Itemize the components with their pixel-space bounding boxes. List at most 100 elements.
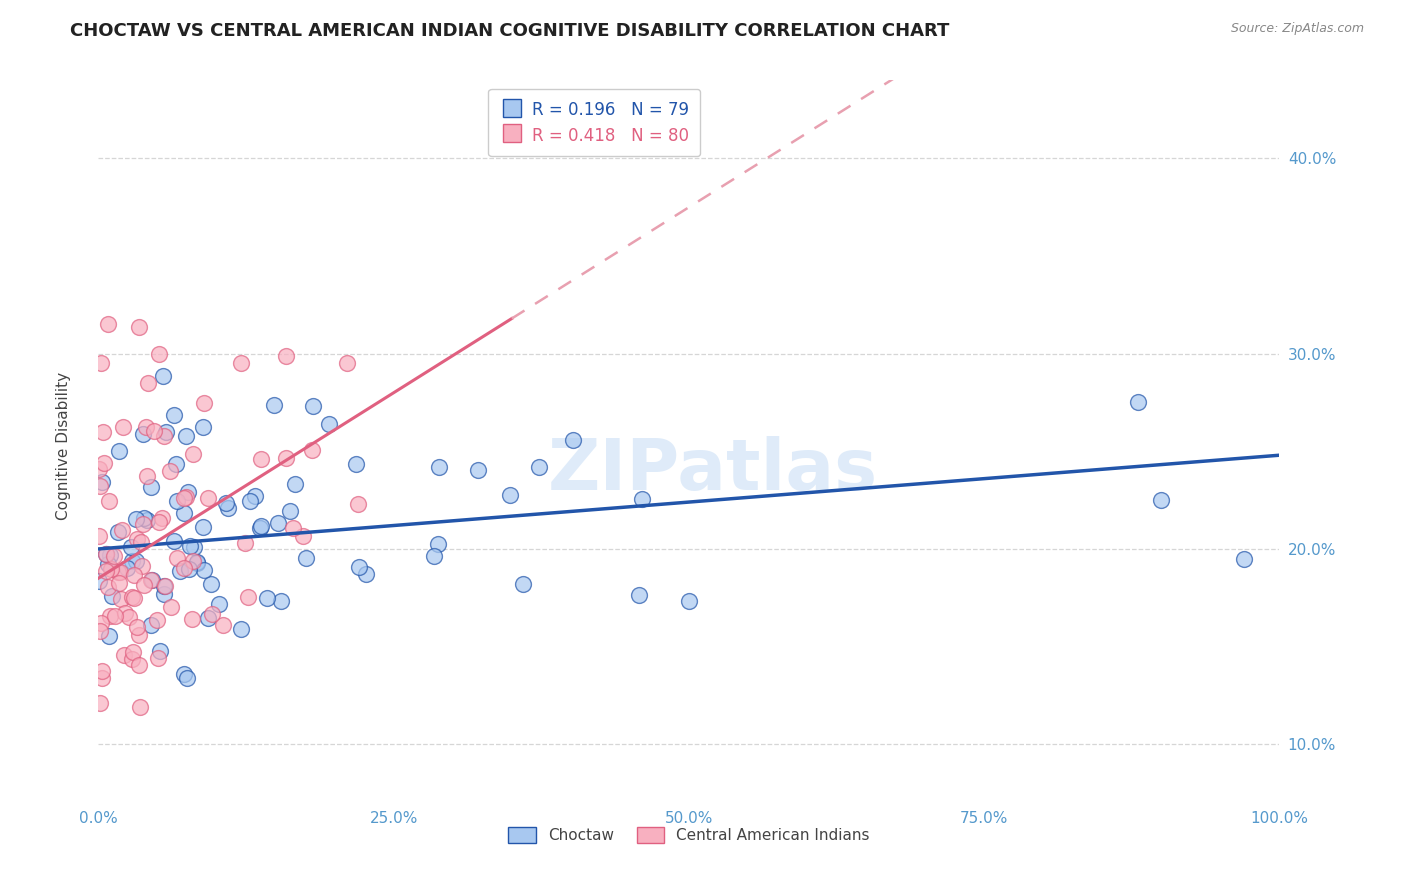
Point [177,484,200,499]
Point [467,463,489,477]
Point [90,356,112,370]
Point [148,515,170,529]
Point [181,447,204,461]
Point [274,349,297,363]
Point [1150,493,1173,508]
Point [628,588,651,602]
Point [110,523,132,537]
Point [128,628,150,642]
Point [250,519,273,533]
Legend: Choctaw, Central American Indians: Choctaw, Central American Indians [502,822,876,849]
Point [159,600,181,615]
Point [90,616,112,631]
Point [193,396,215,410]
Point [150,511,173,525]
Point [347,497,370,511]
Point [107,565,129,579]
Point [110,591,132,606]
Point [153,579,176,593]
Point [200,577,222,591]
Point [630,492,652,507]
Text: CHOCTAW VS CENTRAL AMERICAN INDIAN COGNITIVE DISABILITY CORRELATION CHART: CHOCTAW VS CENTRAL AMERICAN INDIAN COGNI… [70,22,949,40]
Point [107,524,129,539]
Point [132,427,155,442]
Point [263,398,285,412]
Point [193,563,215,577]
Point [96,547,118,561]
Point [270,593,292,607]
Point [135,469,157,483]
Text: ZIPatlas: ZIPatlas [547,436,877,505]
Point [193,520,215,534]
Point [174,429,197,443]
Point [179,539,201,553]
Point [111,420,134,434]
Point [512,576,534,591]
Point [96,564,118,578]
Point [529,459,551,474]
Point [215,495,238,509]
Point [135,514,157,528]
Point [136,376,159,390]
Point [108,566,131,580]
Point [301,443,323,458]
Point [134,578,156,592]
Point [89,529,111,543]
Point [183,540,205,554]
Point [427,460,450,475]
Point [186,555,208,569]
Point [208,597,231,611]
Point [142,424,165,438]
Point [218,500,240,515]
Point [87,462,110,476]
Point [115,561,138,575]
Point [233,536,256,550]
Point [93,425,115,439]
Point [131,559,153,574]
Point [278,504,301,518]
Point [98,629,121,643]
Point [249,521,271,535]
Point [127,532,149,546]
Point [90,664,112,678]
Point [169,564,191,578]
Point [153,428,176,442]
Point [108,576,131,591]
Point [173,667,195,681]
Point [122,591,145,605]
Point [87,574,110,588]
Point [125,620,148,634]
Point [344,457,367,471]
Point [89,624,111,639]
Point [114,606,136,620]
Point [96,547,118,561]
Point [163,534,186,549]
Point [562,433,585,447]
Point [153,587,176,601]
Point [139,617,162,632]
Point [121,590,143,604]
Point [107,444,129,458]
Point [229,356,252,370]
Point [98,494,121,508]
Point [122,567,145,582]
Text: Cognitive Disability: Cognitive Disability [56,372,70,520]
Point [238,591,260,605]
Point [229,622,252,636]
Point [1233,551,1256,566]
Point [159,464,181,478]
Point [201,607,224,622]
Point [131,517,153,532]
Point [276,450,298,465]
Point [152,369,174,384]
Point [97,580,120,594]
Point [173,491,195,505]
Point [267,516,290,530]
Point [173,506,195,520]
Point [155,425,177,439]
Point [98,608,121,623]
Point [134,510,156,524]
Point [678,594,700,608]
Point [120,541,142,555]
Point [93,456,115,470]
